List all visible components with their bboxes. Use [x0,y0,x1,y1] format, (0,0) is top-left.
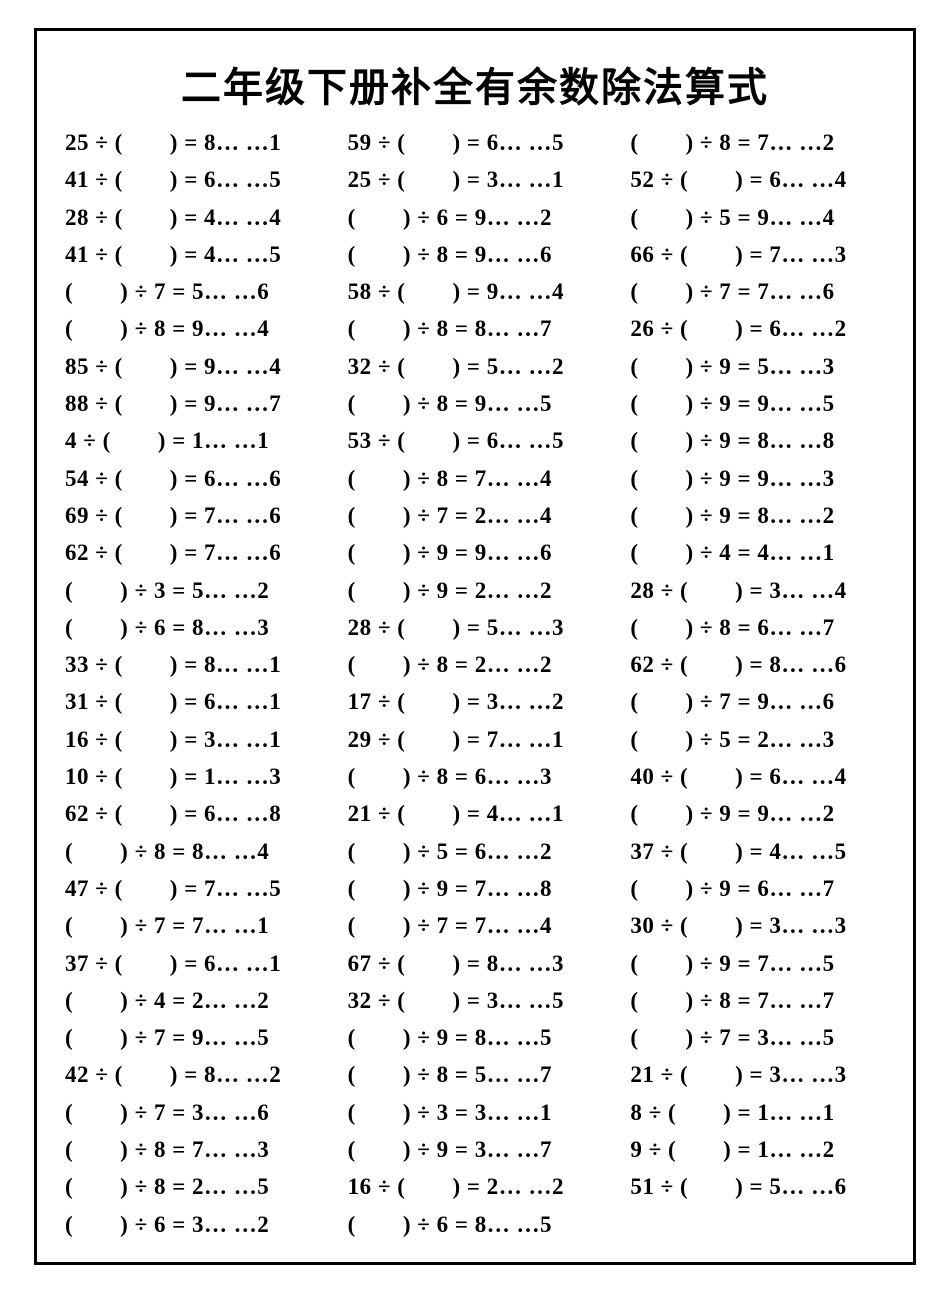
equation: 69 ÷ ( ) = 7… …6 [65,504,320,527]
equation: ( ) ÷ 9 = 8… …5 [348,1026,603,1049]
equation: 17 ÷ ( ) = 3… …2 [348,690,603,713]
equation: ( ) ÷ 7 = 5… …6 [65,280,320,303]
equation: 31 ÷ ( ) = 6… …1 [65,690,320,713]
equation: 88 ÷ ( ) = 9… …7 [65,392,320,415]
equation: ( ) ÷ 9 = 9… …3 [630,467,885,490]
equation: 51 ÷ ( ) = 5… …6 [630,1175,885,1198]
column-2: 59 ÷ ( ) = 6… …5 25 ÷ ( ) = 3… …1 ( ) ÷ 6 … [348,131,603,1250]
equation: ( ) ÷ 9 = 6… …7 [630,877,885,900]
equation: ( ) ÷ 9 = 7… …5 [630,952,885,975]
equation: 47 ÷ ( ) = 7… …5 [65,877,320,900]
equation: ( ) ÷ 3 = 5… …2 [65,579,320,602]
equation: ( ) ÷ 8 = 9… …4 [65,317,320,340]
equation: 10 ÷ ( ) = 1… …3 [65,765,320,788]
equation: ( ) ÷ 9 = 2… …2 [348,579,603,602]
equation: ( ) ÷ 6 = 8… …5 [348,1213,603,1236]
page-title: 二年级下册补全有余数除法算式 [65,55,885,113]
equation: 33 ÷ ( ) = 8… …1 [65,653,320,676]
equation: ( ) ÷ 9 = 9… …5 [630,392,885,415]
equation: 37 ÷ ( ) = 6… …1 [65,952,320,975]
equation: ( ) ÷ 6 = 3… …2 [65,1213,320,1236]
equation: ( ) ÷ 4 = 2… …2 [65,989,320,1012]
equation: 37 ÷ ( ) = 4… …5 [630,840,885,863]
equation: ( ) ÷ 9 = 7… …8 [348,877,603,900]
equation: 62 ÷ ( ) = 8… …6 [630,653,885,676]
equation: ( ) ÷ 6 = 8… …3 [65,616,320,639]
equation: ( ) ÷ 9 = 5… …3 [630,355,885,378]
equation: ( ) ÷ 8 = 9… …6 [348,243,603,266]
equation: ( ) ÷ 7 = 2… …4 [348,504,603,527]
equation: ( ) ÷ 8 = 8… …4 [65,840,320,863]
equation: 25 ÷ ( ) = 8… …1 [65,131,320,154]
equation: 28 ÷ ( ) = 4… …4 [65,206,320,229]
equation: ( ) ÷ 8 = 2… …2 [348,653,603,676]
equation: ( ) ÷ 8 = 6… …7 [630,616,885,639]
equation: 52 ÷ ( ) = 6… …4 [630,168,885,191]
equation: 21 ÷ ( ) = 4… …1 [348,802,603,825]
equation: 41 ÷ ( ) = 4… …5 [65,243,320,266]
equation: 32 ÷ ( ) = 5… …2 [348,355,603,378]
column-3: ( ) ÷ 8 = 7… …2 52 ÷ ( ) = 6… …4 ( ) ÷ 5 =… [630,131,885,1250]
equation: ( ) ÷ 7 = 3… …6 [65,1101,320,1124]
equation: ( ) ÷ 8 = 9… …5 [348,392,603,415]
equation: ( ) ÷ 9 = 8… …8 [630,429,885,452]
equation: 9 ÷ ( ) = 1… …2 [630,1138,885,1161]
equation: ( ) ÷ 5 = 2… …3 [630,728,885,751]
equation: 85 ÷ ( ) = 9… …4 [65,355,320,378]
equation: ( ) ÷ 9 = 3… …7 [348,1138,603,1161]
equation: 29 ÷ ( ) = 7… …1 [348,728,603,751]
equation: 62 ÷ ( ) = 6… …8 [65,802,320,825]
equation: 41 ÷ ( ) = 6… …5 [65,168,320,191]
worksheet-page: 二年级下册补全有余数除法算式 25 ÷ ( ) = 8… …1 41 ÷ ( ) … [0,0,950,1299]
equation: ( ) ÷ 9 = 9… …2 [630,802,885,825]
equation: ( ) ÷ 8 = 7… …2 [630,131,885,154]
equation: ( ) ÷ 8 = 2… …5 [65,1175,320,1198]
equation: ( ) ÷ 8 = 8… …7 [348,317,603,340]
equation: ( ) ÷ 7 = 7… …6 [630,280,885,303]
equation: 21 ÷ ( ) = 3… …3 [630,1063,885,1086]
equation: ( ) ÷ 7 = 9… …5 [65,1026,320,1049]
equation: ( ) ÷ 4 = 4… …1 [630,541,885,564]
equation: ( ) ÷ 8 = 7… …3 [65,1138,320,1161]
equation: ( ) ÷ 8 = 5… …7 [348,1063,603,1086]
equation: 28 ÷ ( ) = 3… …4 [630,579,885,602]
equation: ( ) ÷ 7 = 9… …6 [630,690,885,713]
equation: ( ) ÷ 7 = 7… …4 [348,914,603,937]
column-1: 25 ÷ ( ) = 8… …1 41 ÷ ( ) = 6… …5 28 ÷ ( )… [65,131,320,1250]
equation: 16 ÷ ( ) = 2… …2 [348,1175,603,1198]
equation: ( ) ÷ 7 = 7… …1 [65,914,320,937]
equation: 54 ÷ ( ) = 6… …6 [65,467,320,490]
equation: ( ) ÷ 9 = 9… …6 [348,541,603,564]
equation: 62 ÷ ( ) = 7… …6 [65,541,320,564]
worksheet-frame: 二年级下册补全有余数除法算式 25 ÷ ( ) = 8… …1 41 ÷ ( ) … [34,28,916,1265]
equation: ( ) ÷ 8 = 7… …4 [348,467,603,490]
equation: 67 ÷ ( ) = 8… …3 [348,952,603,975]
equation: ( ) ÷ 9 = 8… …2 [630,504,885,527]
equation: ( ) ÷ 8 = 7… …7 [630,989,885,1012]
equation: 32 ÷ ( ) = 3… …5 [348,989,603,1012]
equation: 16 ÷ ( ) = 3… …1 [65,728,320,751]
equation: 30 ÷ ( ) = 3… …3 [630,914,885,937]
equation: 25 ÷ ( ) = 3… …1 [348,168,603,191]
equation: 58 ÷ ( ) = 9… …4 [348,280,603,303]
equation: ( ) ÷ 6 = 9… …2 [348,206,603,229]
equation: 26 ÷ ( ) = 6… …2 [630,317,885,340]
equation: 59 ÷ ( ) = 6… …5 [348,131,603,154]
equation: ( ) ÷ 5 = 6… …2 [348,840,603,863]
equation: 4 ÷ ( ) = 1… …1 [65,429,320,452]
columns-container: 25 ÷ ( ) = 8… …1 41 ÷ ( ) = 6… …5 28 ÷ ( )… [65,131,885,1250]
equation: 53 ÷ ( ) = 6… …5 [348,429,603,452]
equation: ( ) ÷ 3 = 3… …1 [348,1101,603,1124]
equation: 40 ÷ ( ) = 6… …4 [630,765,885,788]
equation: 66 ÷ ( ) = 7… …3 [630,243,885,266]
equation: 28 ÷ ( ) = 5… …3 [348,616,603,639]
equation: 8 ÷ ( ) = 1… …1 [630,1101,885,1124]
equation: ( ) ÷ 8 = 6… …3 [348,765,603,788]
equation: ( ) ÷ 7 = 3… …5 [630,1026,885,1049]
equation: 42 ÷ ( ) = 8… …2 [65,1063,320,1086]
equation: ( ) ÷ 5 = 9… …4 [630,206,885,229]
